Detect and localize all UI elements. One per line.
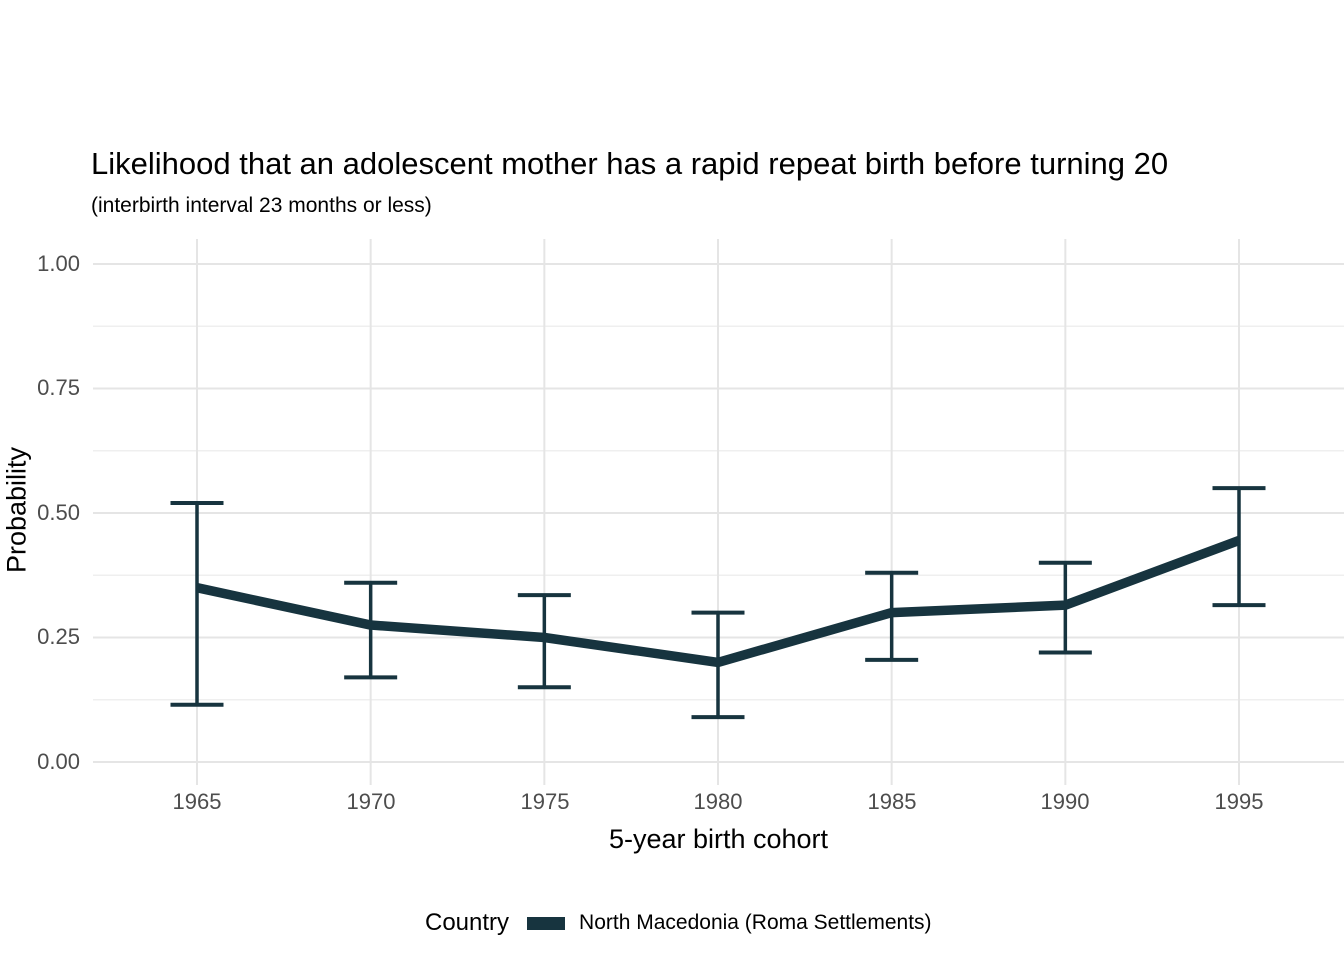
legend-item-label: North Macedonia (Roma Settlements) xyxy=(579,911,932,934)
legend: Country North Macedonia (Roma Settlement… xyxy=(425,903,932,943)
x-tick-label: 1975 xyxy=(520,789,570,814)
y-tick-label: 1.00 xyxy=(37,251,80,276)
y-axis-title: Probability xyxy=(1,446,32,574)
y-tick-label: 0.25 xyxy=(37,624,80,649)
x-tick-label: 1990 xyxy=(1040,789,1090,814)
x-tick-label: 1985 xyxy=(867,789,917,814)
chart-subtitle: (interbirth interval 23 months or less) xyxy=(91,194,432,217)
chart-title: Likelihood that an adolescent mother has… xyxy=(91,146,1169,181)
x-tick-label: 1965 xyxy=(172,789,222,814)
x-tick-label: 1980 xyxy=(693,789,743,814)
y-tick-label: 0.00 xyxy=(37,749,80,774)
x-tick-label: 1995 xyxy=(1214,789,1264,814)
x-tick-label: 1970 xyxy=(346,789,396,814)
y-tick-label: 0.75 xyxy=(37,375,80,400)
y-tick-label: 0.50 xyxy=(37,500,80,525)
data-line xyxy=(196,535,1241,668)
x-axis-title: 5-year birth cohort xyxy=(608,824,829,854)
legend-key-line xyxy=(527,916,566,930)
legend-title: Country xyxy=(425,909,510,936)
